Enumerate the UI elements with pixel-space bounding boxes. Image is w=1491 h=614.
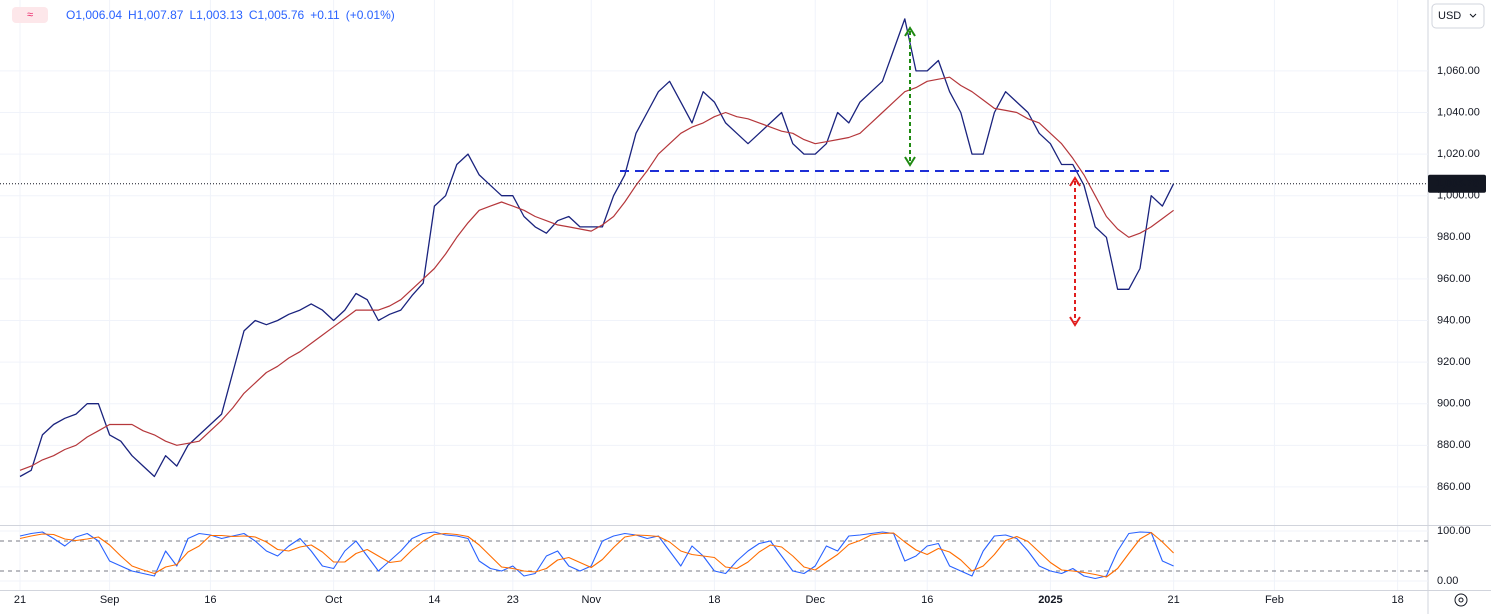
series-line xyxy=(19,531,1174,578)
legend-change-pct: (+0.01%) xyxy=(345,8,395,22)
x-tick-label: 14 xyxy=(428,594,440,606)
x-tick-label: Sep xyxy=(100,594,120,606)
x-tick-label: 21 xyxy=(14,594,26,606)
series-line xyxy=(19,76,1174,471)
y-tick-label: 1,060.00 xyxy=(1437,65,1480,77)
last-price-box xyxy=(1428,174,1486,193)
currency-box[interactable] xyxy=(1431,3,1485,29)
settings-icon[interactable] xyxy=(1454,593,1468,607)
y-tick-label: 1,040.00 xyxy=(1437,106,1480,118)
x-tick-label: Oct xyxy=(325,594,342,606)
legend-low: L1,003.13 xyxy=(189,8,243,22)
x-tick-label: Nov xyxy=(581,594,601,606)
x-tick-label: 18 xyxy=(708,594,720,606)
plot xyxy=(0,18,1428,580)
y-tick-label: 0.00 xyxy=(1437,575,1458,587)
legend-close: C1,005.76 xyxy=(248,8,305,22)
y-tick-label: 960.00 xyxy=(1437,273,1471,285)
y-tick-label: 980.00 xyxy=(1437,231,1471,243)
y-tick-label: 860.00 xyxy=(1437,481,1471,493)
legend-icon[interactable]: ≈ xyxy=(12,7,48,23)
x-tick-label: 16 xyxy=(921,594,933,606)
legend-high: H1,007.87 xyxy=(128,8,184,22)
green-arrow-heads xyxy=(904,26,916,167)
currency[interactable]: USD xyxy=(1438,10,1461,22)
x-tick-label: 21 xyxy=(1168,594,1180,606)
y-tick-label: 880.00 xyxy=(1437,439,1471,451)
series-line xyxy=(19,18,1175,478)
x-tick-label: Dec xyxy=(805,594,825,606)
legend-open: O1,006.04 xyxy=(66,8,123,22)
x-tick-label: 2025 xyxy=(1038,594,1062,606)
y-tick-label: 900.00 xyxy=(1437,398,1471,410)
x-tick-label: Feb xyxy=(1265,594,1284,606)
series-line xyxy=(19,531,1174,580)
settings-icon-center xyxy=(1458,597,1464,603)
x-tick-label: 23 xyxy=(507,594,519,606)
last-price-label: 1,005.76 xyxy=(1436,178,1479,190)
caret xyxy=(1469,13,1477,18)
x-tick-label: 18 xyxy=(1392,594,1404,606)
x-tick-label: 16 xyxy=(204,594,216,606)
legend: ≈ O1,006.04 H1,007.87 L1,003.13 C1,005.7… xyxy=(12,7,395,23)
axis: 860.00 880.00 900.00 920.00 940.00 960.00 980.… xyxy=(14,65,1486,606)
y-tick-label: 100.00 xyxy=(1437,525,1471,537)
y-tick-label: 920.00 xyxy=(1437,356,1471,368)
red-arrow-heads xyxy=(1069,176,1081,327)
y-tick-label: 940.00 xyxy=(1437,314,1471,326)
grid xyxy=(0,0,1428,590)
legend-change: +0.11 xyxy=(310,8,340,22)
y-tick-label: 1,020.00 xyxy=(1437,148,1480,160)
